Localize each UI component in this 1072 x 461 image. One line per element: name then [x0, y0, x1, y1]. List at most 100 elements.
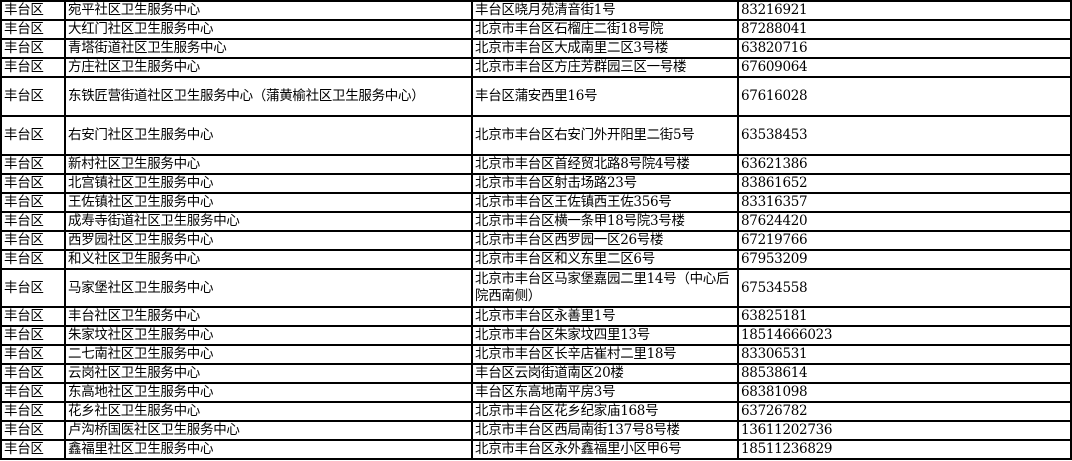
table-row: 丰台区 卢沟桥国医社区卫生服务中心 北京市丰台区西局南街137号8号楼 1361120… [0, 420, 1072, 441]
district-cell: 丰台区 [0, 306, 66, 327]
address-cell: 丰台区云岗街道南区20楼 [471, 363, 739, 384]
table-row: 丰台区 成寿寺街道社区卫生服务中心 北京市丰台区横一条甲18号院3号楼 8762442… [0, 211, 1072, 232]
center-name-cell: 新村社区卫生服务中心 [64, 154, 473, 175]
table-row: 丰台区 朱家坟社区卫生服务中心 北京市丰台区朱家坟四里13号 18514666023 [0, 325, 1072, 346]
address-cell: 北京市丰台区大成南里二区3号楼 [471, 38, 739, 59]
table-row: 丰台区 宛平社区卫生服务中心 丰台区晓月苑清音街1号 83216921 [0, 0, 1072, 21]
phone-cell: 83306531 [737, 344, 1072, 365]
address-cell: 北京市丰台区西罗园一区26号楼 [471, 230, 739, 251]
district-cell: 丰台区 [0, 192, 66, 213]
center-name-cell: 东铁匠营街道社区卫生服务中心（蒲黄榆社区卫生服务中心） [64, 76, 473, 117]
phone-cell: 63538453 [737, 115, 1072, 156]
table-row: 丰台区 东铁匠营街道社区卫生服务中心（蒲黄榆社区卫生服务中心） 丰台区蒲安西里16号… [0, 76, 1072, 117]
district-cell: 丰台区 [0, 38, 66, 59]
address-cell: 北京市丰台区马家堡嘉园二里14号（中心后院西南侧） [471, 268, 739, 308]
address-cell: 北京市丰台区首经贸北路8号院4号楼 [471, 154, 739, 175]
phone-cell: 67219766 [737, 230, 1072, 251]
table-row: 丰台区 青塔街道社区卫生服务中心 北京市丰台区大成南里二区3号楼 63820716 [0, 38, 1072, 59]
table-row: 丰台区 北宫镇社区卫生服务中心 北京市丰台区射击场路23号 83861652 [0, 173, 1072, 194]
center-name-cell: 东高地社区卫生服务中心 [64, 382, 473, 403]
district-cell: 丰台区 [0, 115, 66, 156]
address-cell: 北京市丰台区和义东里二区6号 [471, 249, 739, 270]
address-cell: 北京市丰台区右安门外开阳里二街5号 [471, 115, 739, 156]
table-row: 丰台区 新村社区卫生服务中心 北京市丰台区首经贸北路8号院4号楼 63621386 [0, 154, 1072, 175]
district-cell: 丰台区 [0, 76, 66, 117]
address-cell: 北京市丰台区方庄芳群园三区一号楼 [471, 57, 739, 78]
center-name-cell: 右安门社区卫生服务中心 [64, 115, 473, 156]
center-name-cell: 宛平社区卫生服务中心 [64, 0, 473, 21]
table-row: 丰台区 东高地社区卫生服务中心 丰台区东高地南平房3号 68381098 [0, 382, 1072, 403]
district-cell: 丰台区 [0, 249, 66, 270]
phone-cell: 67616028 [737, 76, 1072, 117]
table-row: 丰台区 方庄社区卫生服务中心 北京市丰台区方庄芳群园三区一号楼 67609064 [0, 57, 1072, 78]
district-cell: 丰台区 [0, 268, 66, 308]
table-row: 丰台区 花乡社区卫生服务中心 北京市丰台区花乡纪家庙168号 63726782 [0, 401, 1072, 422]
address-cell: 北京市丰台区石榴庄二街18号院 [471, 19, 739, 40]
center-name-cell: 二七南社区卫生服务中心 [64, 344, 473, 365]
address-cell: 北京市丰台区永善里1号 [471, 306, 739, 327]
phone-cell: 18511236829 [737, 439, 1072, 460]
table-row: 丰台区 二七南社区卫生服务中心 北京市丰台区长辛店崔村二里18号 83306531 [0, 344, 1072, 365]
center-name-cell: 北宫镇社区卫生服务中心 [64, 173, 473, 194]
center-name-cell: 云岗社区卫生服务中心 [64, 363, 473, 384]
district-cell: 丰台区 [0, 173, 66, 194]
phone-cell: 83861652 [737, 173, 1072, 194]
phone-cell: 67609064 [737, 57, 1072, 78]
phone-cell: 13611202736 [737, 420, 1072, 441]
district-cell: 丰台区 [0, 0, 66, 21]
center-name-cell: 方庄社区卫生服务中心 [64, 57, 473, 78]
phone-cell: 63726782 [737, 401, 1072, 422]
center-name-cell: 西罗园社区卫生服务中心 [64, 230, 473, 251]
district-cell: 丰台区 [0, 154, 66, 175]
phone-cell: 87624420 [737, 211, 1072, 232]
phone-cell: 18514666023 [737, 325, 1072, 346]
center-name-cell: 和义社区卫生服务中心 [64, 249, 473, 270]
address-cell: 北京市丰台区王佐镇西王佐356号 [471, 192, 739, 213]
district-cell: 丰台区 [0, 363, 66, 384]
center-name-cell: 朱家坟社区卫生服务中心 [64, 325, 473, 346]
phone-cell: 67534558 [737, 268, 1072, 308]
address-cell: 北京市丰台区花乡纪家庙168号 [471, 401, 739, 422]
district-cell: 丰台区 [0, 57, 66, 78]
district-cell: 丰台区 [0, 344, 66, 365]
address-cell: 丰台区晓月苑清音街1号 [471, 0, 739, 21]
district-cell: 丰台区 [0, 382, 66, 403]
phone-cell: 83316357 [737, 192, 1072, 213]
table-row: 丰台区 王佐镇社区卫生服务中心 北京市丰台区王佐镇西王佐356号 83316357 [0, 192, 1072, 213]
district-cell: 丰台区 [0, 420, 66, 441]
address-cell: 北京市丰台区长辛店崔村二里18号 [471, 344, 739, 365]
center-name-cell: 鑫福里社区卫生服务中心 [64, 439, 473, 460]
center-name-cell: 成寿寺街道社区卫生服务中心 [64, 211, 473, 232]
address-cell: 丰台区蒲安西里16号 [471, 76, 739, 117]
address-cell: 北京市丰台区朱家坟四里13号 [471, 325, 739, 346]
address-cell: 丰台区东高地南平房3号 [471, 382, 739, 403]
address-cell: 北京市丰台区永外鑫福里小区甲6号 [471, 439, 739, 460]
phone-cell: 67953209 [737, 249, 1072, 270]
table-row: 丰台区 右安门社区卫生服务中心 北京市丰台区右安门外开阳里二街5号 63538453 [0, 115, 1072, 156]
center-name-cell: 青塔街道社区卫生服务中心 [64, 38, 473, 59]
district-cell: 丰台区 [0, 401, 66, 422]
phone-cell: 63825181 [737, 306, 1072, 327]
table-row: 丰台区 云岗社区卫生服务中心 丰台区云岗街道南区20楼 88538614 [0, 363, 1072, 384]
district-cell: 丰台区 [0, 230, 66, 251]
district-cell: 丰台区 [0, 325, 66, 346]
center-name-cell: 卢沟桥国医社区卫生服务中心 [64, 420, 473, 441]
district-cell: 丰台区 [0, 19, 66, 40]
address-cell: 北京市丰台区西局南街137号8号楼 [471, 420, 739, 441]
address-cell: 北京市丰台区横一条甲18号院3号楼 [471, 211, 739, 232]
table-row: 丰台区 和义社区卫生服务中心 北京市丰台区和义东里二区6号 67953209 [0, 249, 1072, 270]
table-row: 丰台区 西罗园社区卫生服务中心 北京市丰台区西罗园一区26号楼 67219766 [0, 230, 1072, 251]
phone-cell: 68381098 [737, 382, 1072, 403]
phone-cell: 88538614 [737, 363, 1072, 384]
phone-cell: 83216921 [737, 0, 1072, 21]
center-name-cell: 花乡社区卫生服务中心 [64, 401, 473, 422]
center-name-cell: 马家堡社区卫生服务中心 [64, 268, 473, 308]
table-row: 丰台区 马家堡社区卫生服务中心 北京市丰台区马家堡嘉园二里14号（中心后院西南侧） 6… [0, 268, 1072, 308]
phone-cell: 87288041 [737, 19, 1072, 40]
center-name-cell: 丰台社区卫生服务中心 [64, 306, 473, 327]
center-name-cell: 王佐镇社区卫生服务中心 [64, 192, 473, 213]
district-cell: 丰台区 [0, 211, 66, 232]
table-row: 丰台区 鑫福里社区卫生服务中心 北京市丰台区永外鑫福里小区甲6号 1851123682… [0, 439, 1072, 460]
